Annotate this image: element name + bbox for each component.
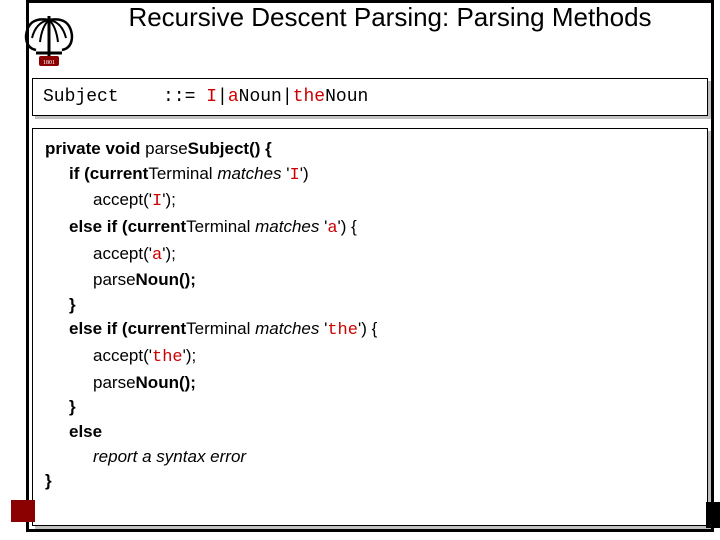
grammar-sep2: | [282, 87, 293, 107]
code-l9: parseNoun(); [45, 371, 695, 396]
code-l13: } [45, 469, 695, 494]
grammar-rule-box: Subject ::= I | a Noun | the Noun [32, 78, 708, 116]
code-l3: else if (currentTerminal matches 'a') { [45, 215, 695, 242]
grammar-tok-a: a [228, 87, 239, 107]
university-logo: 1801 [18, 8, 80, 70]
code-l7: else if (currentTerminal matches 'the') … [45, 317, 695, 344]
code-l10: } [45, 395, 695, 420]
grammar-sep1: | [217, 87, 228, 107]
code-l6: } [45, 293, 695, 318]
code-l12: report a syntax error [45, 445, 695, 470]
grammar-op: ::= [163, 87, 195, 107]
svg-text:1801: 1801 [43, 60, 55, 66]
grammar-tok-I: I [206, 87, 217, 107]
grammar-tok-the: the [293, 87, 325, 107]
grammar-noun2: Noun [325, 87, 368, 107]
code-l11: else [45, 420, 695, 445]
code-box: private void parseSubject() { if (curren… [32, 128, 708, 526]
bottom-left-accent [11, 500, 35, 522]
code-l5: parseNoun(); [45, 268, 695, 293]
grammar-lhs: Subject [43, 87, 163, 107]
slide-title: Recursive Descent Parsing: Parsing Metho… [90, 2, 690, 33]
code-l1: if (currentTerminal matches 'I') [45, 162, 695, 189]
bottom-right-accent [706, 502, 720, 528]
code-l4: accept('a'); [45, 242, 695, 269]
code-l2: accept('I'); [45, 188, 695, 215]
code-l8: accept('the'); [45, 344, 695, 371]
code-l0: private void parseSubject() { [45, 137, 695, 162]
grammar-noun1: Noun [239, 87, 282, 107]
